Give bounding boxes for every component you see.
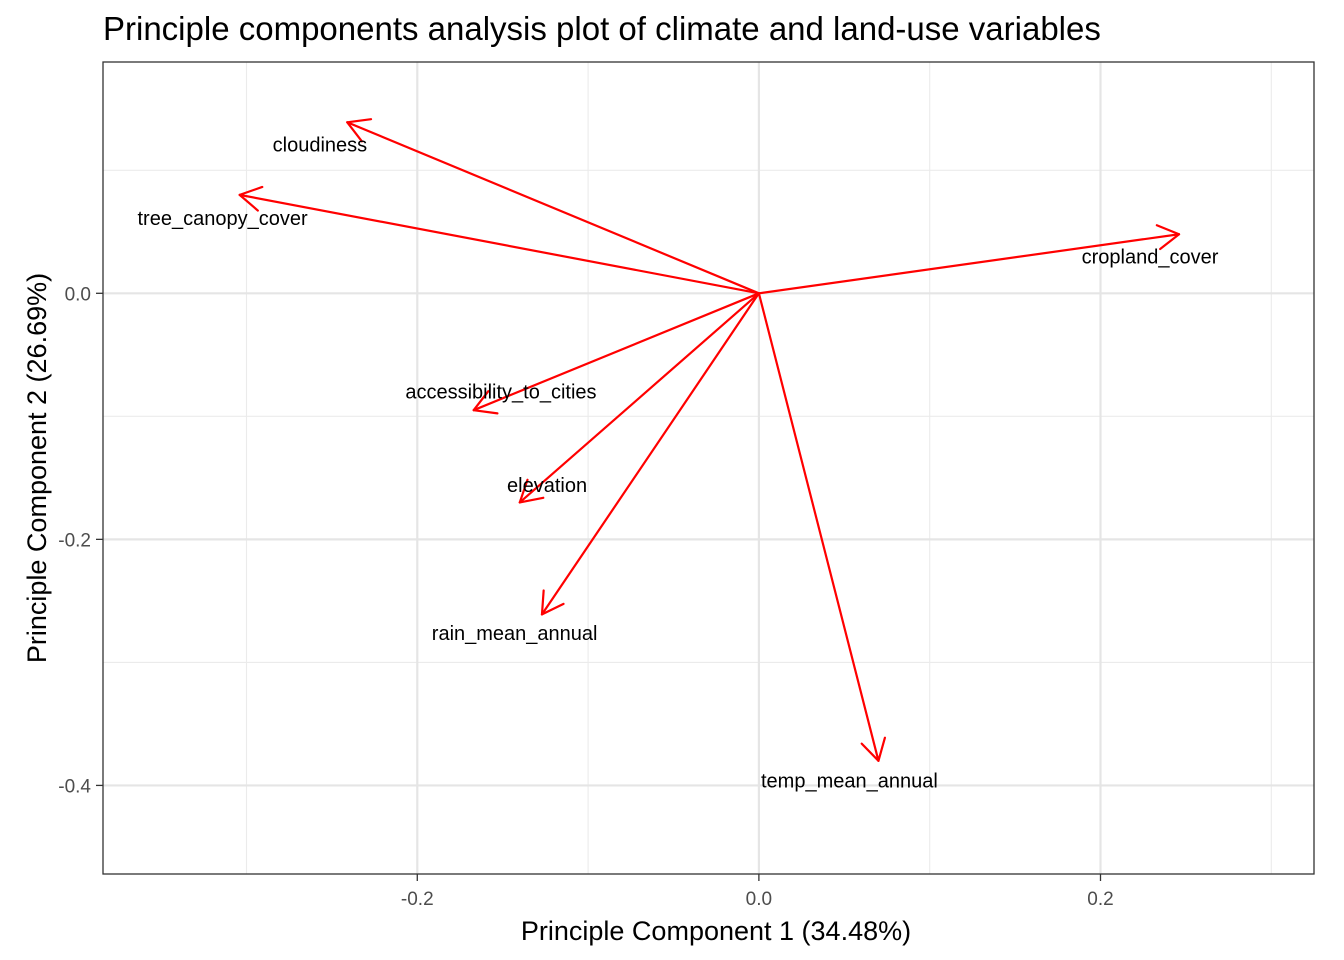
y-axis-title: Principle Component 2 (26.69%)	[22, 273, 52, 663]
loading-arrows	[238, 118, 1181, 762]
loading-arrow-temp_mean_annual	[757, 292, 880, 762]
variable-label-accessibility_to_cities: accessibility_to_cities	[405, 382, 596, 404]
variable-labels: cloudiness tree_canopy_cover cropland_cove…	[138, 134, 1219, 792]
x-tick-label: 0.2	[1087, 889, 1113, 910]
loading-arrow-elevation	[518, 292, 760, 504]
plot-panel: cloudiness tree_canopy_cover cropland_cove…	[102, 61, 1315, 875]
arrowhead-elevation	[518, 478, 545, 504]
minor-gridlines	[103, 62, 1314, 874]
chart-title: Principle components analysis plot of cl…	[103, 10, 1101, 47]
x-axis: -0.2 0.0 0.2	[401, 874, 1114, 910]
arrowhead-cloudiness	[346, 118, 373, 143]
arrowhead-rain_mean_annual	[540, 589, 565, 616]
y-tick-label: -0.4	[58, 776, 91, 797]
loading-arrow-rain_mean_annual	[540, 292, 760, 616]
loading-arrow-tree_canopy_cover	[238, 193, 760, 295]
major-gridlines	[103, 62, 1314, 874]
loading-arrow-cropland_cover	[757, 233, 1181, 295]
variable-label-temp_mean_annual: temp_mean_annual	[761, 770, 938, 792]
variable-label-cropland_cover: cropland_cover	[1082, 246, 1219, 268]
variable-label-cloudiness: cloudiness	[273, 134, 368, 156]
y-tick-label: 0.0	[65, 284, 91, 305]
arrowhead-tree_canopy_cover	[238, 185, 264, 212]
arrowhead-cropland_cover	[1155, 224, 1181, 251]
loading-arrow-accessibility_to_cities	[472, 292, 760, 412]
panel-background	[103, 62, 1314, 874]
x-tick-label: 0.0	[746, 889, 772, 910]
loading-arrow-cloudiness	[346, 121, 760, 295]
y-axis: -0.4 -0.2 0.0	[58, 284, 103, 797]
x-axis-title: Principle Component 1 (34.48%)	[521, 916, 911, 946]
x-tick-label: -0.2	[401, 889, 434, 910]
panel-border	[102, 61, 1315, 875]
variable-label-rain_mean_annual: rain_mean_annual	[432, 623, 598, 645]
variable-label-elevation: elevation	[507, 475, 587, 497]
arrowhead-temp_mean_annual	[860, 736, 887, 762]
variable-label-tree_canopy_cover: tree_canopy_cover	[138, 208, 308, 230]
y-tick-label: -0.2	[58, 530, 91, 551]
arrowhead-accessibility_to_cities	[472, 390, 499, 415]
